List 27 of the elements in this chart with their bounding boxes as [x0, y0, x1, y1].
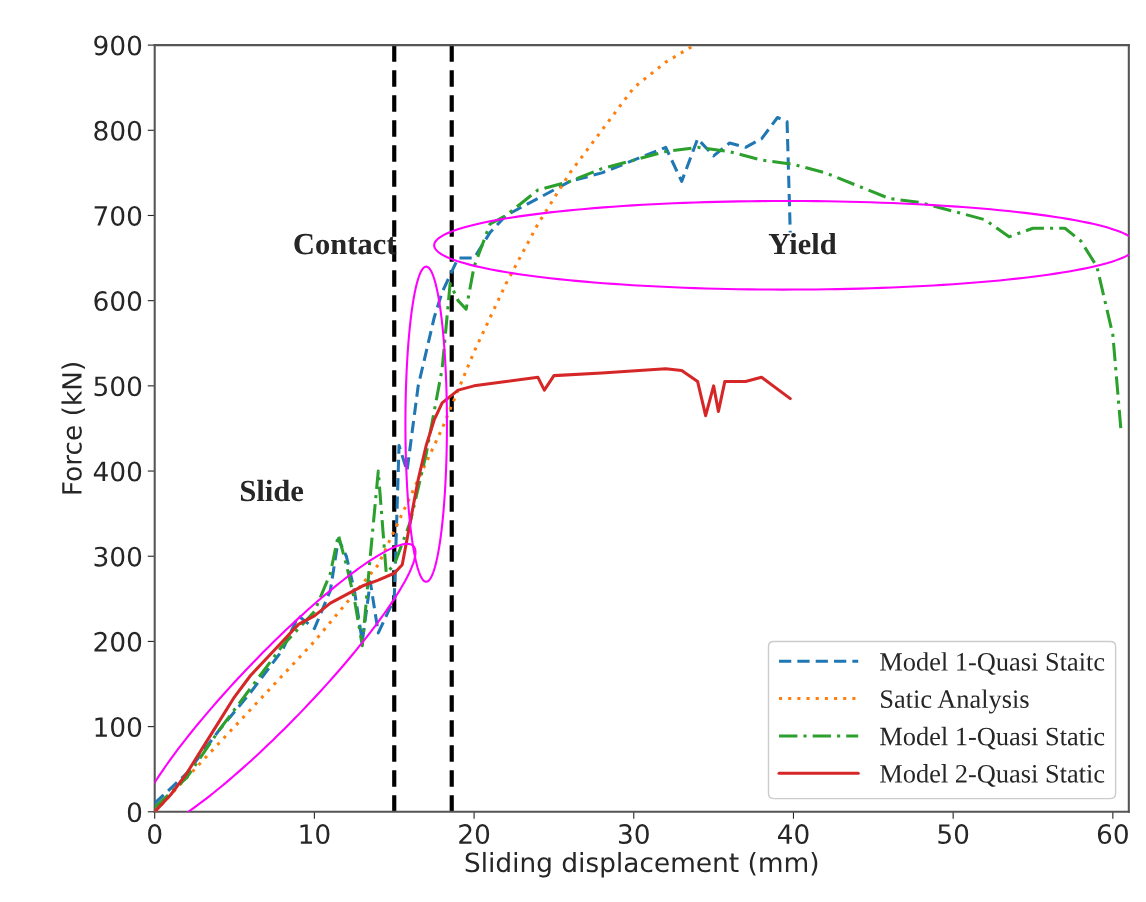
y-tick-label: 100: [95, 717, 142, 738]
x-tick-label: 20: [459, 824, 490, 845]
x-tick-label: 10: [300, 824, 330, 845]
y-tick-label: 900: [94, 35, 142, 56]
y-tick-label: 800: [94, 120, 142, 141]
x-tick-label: 30: [619, 824, 649, 845]
y-tick-label: 200: [94, 631, 142, 652]
y-tick-label: 300: [94, 546, 142, 567]
y-axis-title: Force (kN): [61, 363, 85, 494]
y-tick-label: 500: [94, 376, 142, 397]
legend-label: Satic Analysis: [881, 689, 1029, 714]
legend-label: Model 1-Quasi Static: [880, 726, 1105, 750]
y-tick-label: 700: [94, 205, 142, 226]
legend-label: Model 1-Quasi Staitc: [880, 652, 1105, 675]
legend-label: Model 2-Quasi Static: [880, 764, 1105, 787]
x-tick-label: 0: [148, 824, 162, 845]
y-tick-label: 600: [94, 291, 142, 312]
annotation: Slide: [240, 479, 304, 502]
x-tick-label: 60: [1097, 824, 1128, 845]
x-tick-label: 50: [938, 824, 969, 845]
annotation: Contact: [294, 233, 397, 255]
x-axis-title: Sliding displacement (mm): [465, 851, 818, 878]
y-tick-label: 0: [127, 802, 142, 823]
x-tick-label: 40: [777, 824, 809, 845]
y-tick-label: 400: [93, 461, 142, 482]
line-series: [154, 367, 792, 812]
annotation: Yield: [768, 232, 837, 255]
